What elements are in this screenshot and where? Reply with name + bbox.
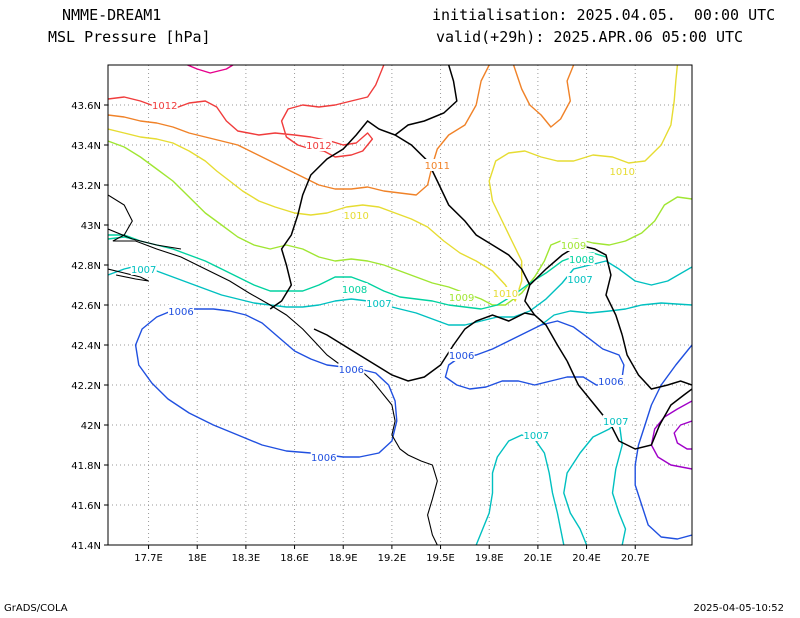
contour-label-background	[448, 349, 475, 361]
lon-tick-label: 19.2E	[378, 553, 407, 564]
axis-ticks: 17.7E 18E 18.3E 18.6E 18.9E 19.2E 19.5E 19.8E 20…	[71, 101, 649, 564]
contour-label: 1006	[311, 453, 336, 464]
lat-tick-label: 42.8N	[71, 261, 101, 272]
isobar-1009	[108, 140, 692, 306]
contour-label: 1010	[610, 167, 635, 178]
contour-label-background	[567, 273, 594, 285]
contour-label: 1006	[449, 351, 474, 362]
mljet-island	[108, 268, 149, 282]
peljesac-peninsula	[108, 228, 182, 250]
macedonia-kosovo-border	[621, 334, 692, 390]
lat-tick-label: 41.8N	[71, 461, 101, 472]
contour-label-background	[341, 283, 368, 295]
field-name: MSL Pressure [hPa]	[48, 28, 211, 46]
contour-label: 1006	[168, 307, 193, 318]
lon-tick-label: 18.6E	[280, 553, 309, 564]
contour-label-background	[568, 253, 595, 265]
albania-macedonia-border	[566, 360, 692, 450]
contour-label: 1007	[131, 265, 156, 276]
lon-tick-label: 18E	[188, 553, 207, 564]
lon-tick-label: 17.7E	[134, 553, 163, 564]
isobar-1006	[134, 308, 398, 458]
initialisation-time: initialisation: 2025.04.05. 00:00 UTC	[432, 6, 776, 24]
contour-label-background	[448, 291, 475, 303]
lat-tick-label: 43.6N	[71, 101, 101, 112]
dalmatian-coast	[108, 194, 438, 545]
isobar-1011	[108, 65, 490, 196]
lon-tick-label: 18.3E	[232, 553, 261, 564]
model-name: NMME-DREAM1	[62, 6, 162, 24]
contour-label-background	[424, 159, 451, 171]
lat-tick-label: 43.4N	[71, 141, 101, 152]
serbia-montenegro-border	[394, 134, 568, 362]
isobar-1007	[475, 434, 565, 545]
contour-label-background	[130, 263, 157, 275]
lon-tick-label: 20.4E	[572, 553, 601, 564]
isobar-1010	[108, 65, 679, 302]
montenegro-albania-border	[313, 312, 535, 382]
isobar-1012	[108, 65, 385, 158]
lon-tick-label: 20.1E	[524, 553, 553, 564]
lon-tick-label: 19.8E	[475, 553, 504, 564]
contour-label: 1009	[561, 241, 586, 252]
contour-labels: 1012 1012 1011 1010 1010 1010 1009 1009 1008 1008…	[130, 99, 636, 464]
plot-timestamp: 2025-04-05-10:52	[693, 603, 784, 614]
contour-label-background	[609, 165, 636, 177]
lat-tick-label: 42.6N	[71, 301, 101, 312]
lat-tick-label: 42.2N	[71, 381, 101, 392]
lat-tick-label: 42N	[81, 421, 101, 432]
contour-label-background	[560, 239, 587, 251]
contour-label: 1006	[598, 377, 623, 388]
contour-label: 1010	[343, 211, 368, 222]
contour-label-background	[305, 139, 332, 151]
valid-time: valid(+29h): 2025.APR.06 05:00 UTC	[436, 28, 744, 46]
isobar-1007	[563, 420, 627, 545]
isobar-1005	[650, 400, 692, 470]
contour-label: 1008	[342, 285, 367, 296]
contour-label: 1008	[569, 255, 594, 266]
contour-label: 1006	[339, 365, 364, 376]
lon-tick-label: 18.9E	[329, 553, 358, 564]
contour-label-background	[343, 209, 370, 221]
contour-label: 1012	[152, 101, 177, 112]
isobar-1008	[108, 234, 607, 310]
lat-tick-label: 41.6N	[71, 501, 101, 512]
isobar-1006	[444, 320, 625, 390]
contour-label-background	[492, 287, 519, 299]
contour-label: 1011	[425, 161, 450, 172]
lat-tick-label: 43N	[81, 221, 101, 232]
bih-montenegro-border	[269, 65, 458, 310]
isobar-1007	[540, 302, 692, 326]
contour-label: 1007	[524, 431, 549, 442]
contour-label-background	[597, 375, 624, 387]
isobar-1006	[634, 344, 692, 540]
contour-label: 1007	[567, 275, 592, 286]
contour-label-background	[168, 305, 194, 317]
contour-label: 1007	[366, 299, 391, 310]
contour-label-background	[523, 429, 550, 441]
contour-label: 1010	[493, 289, 518, 300]
isobar-1013	[186, 65, 234, 74]
kosovo-serbia-border	[529, 244, 623, 336]
lat-tick-label: 43.2N	[71, 181, 101, 192]
isobar-1011	[512, 65, 575, 128]
lat-tick-label: 41.4N	[71, 541, 101, 552]
contour-lines	[108, 65, 692, 545]
contour-label: 1007	[603, 417, 628, 428]
contour-label-background	[365, 297, 392, 309]
software-credit: GrADS/COLA	[4, 603, 68, 614]
grid-lines	[108, 65, 692, 546]
lat-tick-label: 42.4N	[71, 341, 101, 352]
isobar-1005	[673, 420, 692, 450]
lon-tick-label: 19.5E	[426, 553, 455, 564]
contour-label-background	[310, 451, 337, 463]
lon-tick-label: 20.7E	[621, 553, 650, 564]
contour-label-background	[151, 99, 178, 111]
contour-label-background	[602, 415, 629, 427]
contour-label: 1012	[306, 141, 331, 152]
contour-label: 1009	[449, 293, 474, 304]
contour-label-background	[338, 363, 365, 375]
